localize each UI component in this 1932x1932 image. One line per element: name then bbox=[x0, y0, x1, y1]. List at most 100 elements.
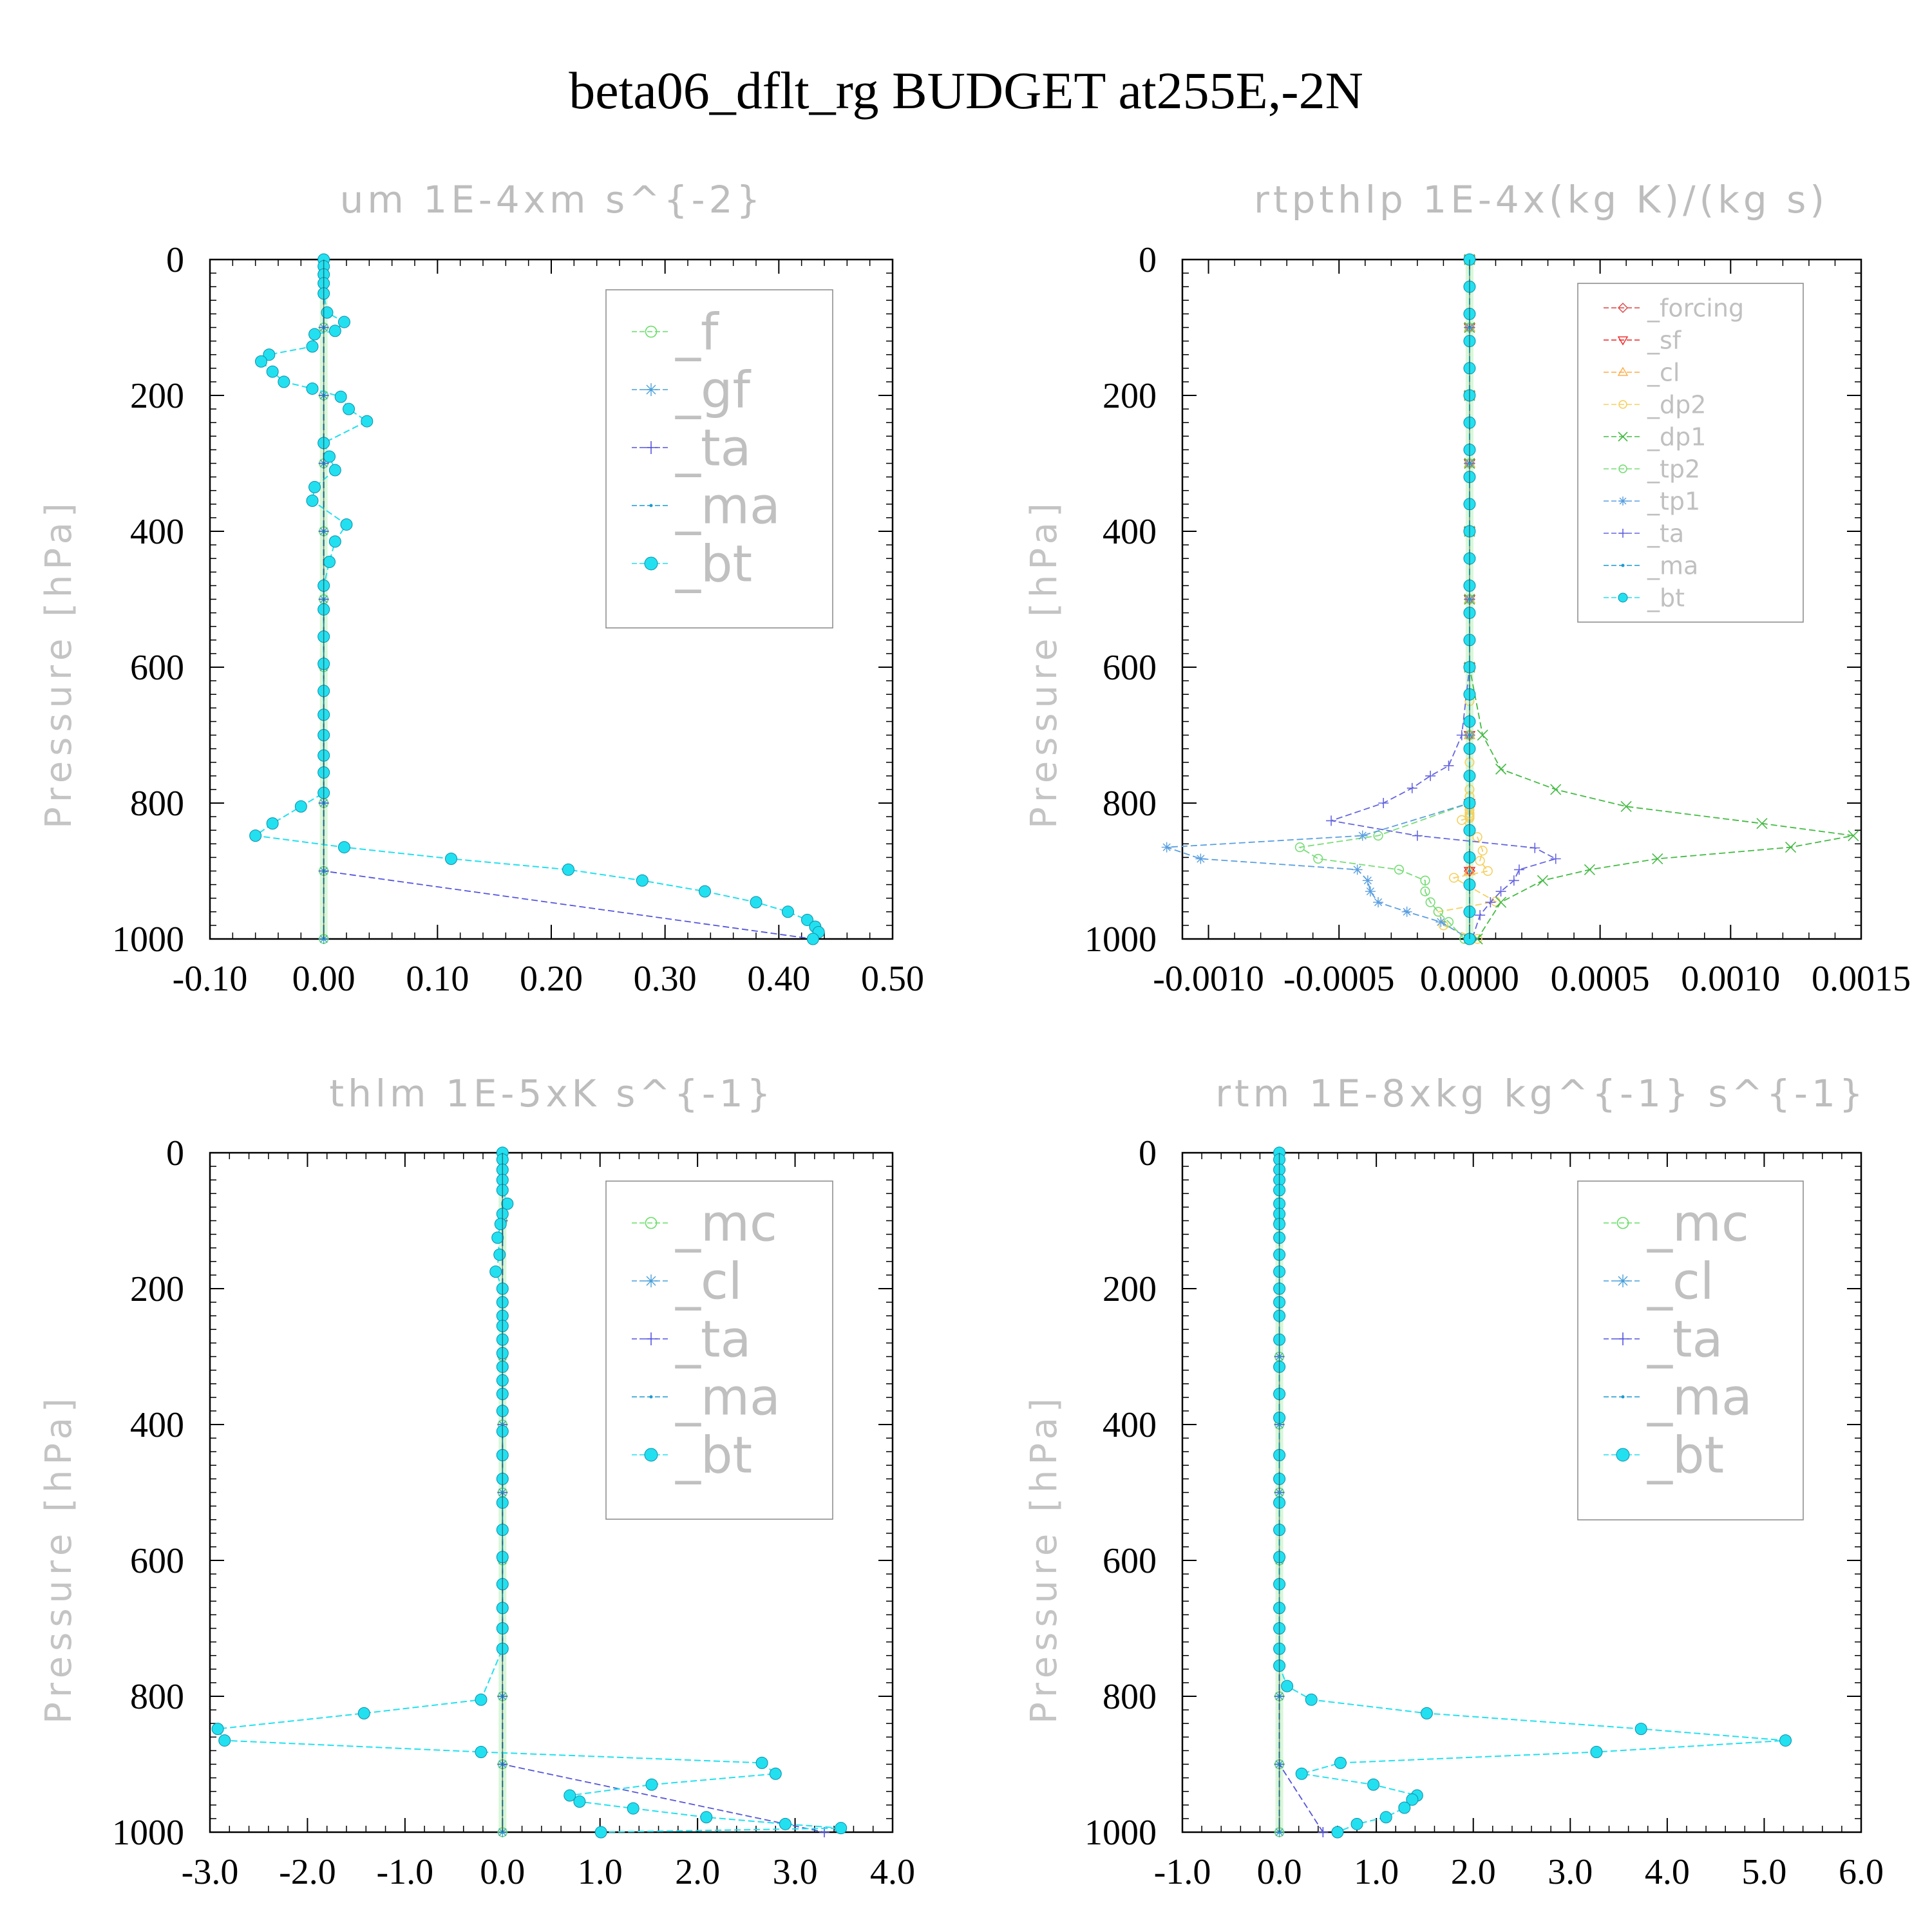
legend-label: _bt bbox=[1647, 1426, 1724, 1484]
data-point bbox=[1513, 864, 1524, 875]
legend-item-ma: _ma bbox=[1604, 551, 1698, 580]
legend-item-ma: _ma bbox=[1604, 1368, 1752, 1426]
data-point bbox=[1634, 1723, 1647, 1736]
data-point bbox=[278, 375, 290, 388]
data-point bbox=[1394, 864, 1405, 875]
legend-label: _f bbox=[675, 303, 719, 361]
data-point bbox=[1161, 842, 1172, 853]
x-tick-label: -2.0 bbox=[279, 1852, 336, 1892]
panel-title: um 1E-4xm s^{-2} bbox=[340, 178, 764, 222]
x-tick-label: 0.0 bbox=[480, 1852, 525, 1892]
data-point bbox=[1785, 842, 1797, 853]
x-tick-label: 0.50 bbox=[861, 959, 924, 999]
legend-marker bbox=[1616, 1274, 1629, 1287]
legend-item-forcing: _forcing bbox=[1604, 294, 1744, 322]
legend-item-f: _f bbox=[632, 303, 719, 361]
data-point bbox=[1550, 853, 1561, 864]
legend-marker bbox=[1618, 303, 1628, 313]
legend-label: _ma bbox=[675, 477, 781, 535]
plot-area-rtm: -1.0 0.0 1.0 2.0 3.0 4.0 5.0 6.0 0 200 400 600 800 10… bbox=[1084, 1133, 1884, 1892]
x-tick-label: 4.0 bbox=[1645, 1852, 1690, 1892]
y-tick-label: 1000 bbox=[1084, 920, 1157, 960]
data-point bbox=[334, 390, 347, 403]
legend-label: _tp2 bbox=[1647, 455, 1700, 483]
data-point bbox=[1420, 875, 1430, 886]
data-point bbox=[1485, 897, 1496, 908]
legend-item-cl: _cl bbox=[1604, 1253, 1714, 1311]
data-point bbox=[1508, 875, 1519, 886]
legend-item-ta: _ta bbox=[1604, 1311, 1723, 1368]
legend-label: _ma bbox=[675, 1368, 781, 1426]
data-point bbox=[306, 495, 319, 507]
data-point bbox=[323, 450, 336, 463]
legend-label: _forcing bbox=[1647, 294, 1744, 322]
x-tick-label: 5.0 bbox=[1741, 1852, 1786, 1892]
data-point bbox=[1378, 798, 1389, 808]
data-point bbox=[1313, 853, 1323, 864]
legend-marker bbox=[649, 504, 653, 507]
data-point bbox=[700, 1811, 713, 1824]
x-tick-label: 3.0 bbox=[1548, 1852, 1593, 1892]
x-tick-label: 6.0 bbox=[1839, 1852, 1884, 1892]
legend-label: _sf bbox=[1647, 326, 1682, 354]
y-axis-label: Pressure [hPa] bbox=[1023, 1393, 1065, 1724]
legend-marker bbox=[1617, 366, 1629, 376]
data-point bbox=[594, 1826, 607, 1839]
data-point bbox=[1475, 856, 1485, 866]
legend: _mc_cl_ta_ma_bt bbox=[1577, 1180, 1804, 1520]
data-point bbox=[1412, 830, 1423, 841]
legend-item-dp1: _dp1 bbox=[1604, 422, 1706, 451]
series-line bbox=[216, 1153, 841, 1833]
data-point bbox=[211, 1723, 224, 1736]
x-tick-label: 0.0 bbox=[1257, 1852, 1302, 1892]
legend-item-ma: _ma bbox=[632, 1368, 781, 1426]
data-point bbox=[266, 817, 279, 830]
x-tick-label: 0.10 bbox=[406, 959, 469, 999]
data-point bbox=[1362, 875, 1373, 886]
x-tick-label: 0.40 bbox=[747, 959, 810, 999]
legend-label: _ta bbox=[675, 419, 751, 477]
legend-marker bbox=[645, 1332, 658, 1345]
legend-marker bbox=[1618, 529, 1627, 538]
y-tick-label: 600 bbox=[1103, 648, 1157, 688]
legend-label: _ma bbox=[1647, 551, 1698, 580]
data-point bbox=[266, 365, 279, 378]
legend-item-ta: _ta bbox=[1604, 519, 1684, 547]
x-tick-label: -0.0005 bbox=[1283, 959, 1395, 999]
data-point bbox=[1420, 886, 1430, 896]
legend-item-bt: _bt bbox=[1604, 1426, 1724, 1484]
legend-box bbox=[1577, 1180, 1804, 1520]
legend-label: _dp2 bbox=[1647, 390, 1706, 419]
x-tick-label: 0.0015 bbox=[1812, 959, 1911, 999]
data-point bbox=[255, 355, 267, 368]
data-point bbox=[781, 905, 794, 918]
legend-label: _cl bbox=[1647, 1253, 1714, 1311]
data-point bbox=[1652, 853, 1663, 865]
data-point bbox=[1495, 763, 1507, 775]
data-point bbox=[1352, 864, 1363, 875]
y-tick-label: 200 bbox=[1103, 1269, 1157, 1309]
data-point bbox=[636, 874, 649, 887]
data-point bbox=[1475, 910, 1486, 921]
legend-item-tp1: _tp1 bbox=[1604, 487, 1700, 515]
data-point bbox=[1848, 830, 1859, 842]
data-point bbox=[1482, 866, 1493, 876]
data-point bbox=[1331, 1826, 1344, 1839]
x-tick-label: -1.0 bbox=[1154, 1852, 1211, 1892]
legend: _mc_cl_ta_ma_bt bbox=[605, 1180, 833, 1520]
panel-rtpthlp: rtpthlp 1E-4x(kg K)/(kg s) Pressure [hPa… bbox=[1023, 178, 1911, 999]
data-point bbox=[1406, 782, 1417, 793]
data-point bbox=[489, 1265, 502, 1278]
x-tick-label: 0.0005 bbox=[1551, 959, 1650, 999]
y-tick-label: 1000 bbox=[112, 1813, 184, 1853]
data-point bbox=[1379, 1811, 1392, 1824]
y-tick-label: 800 bbox=[1103, 1677, 1157, 1717]
legend-marker bbox=[1616, 1332, 1629, 1345]
data-point bbox=[1456, 730, 1467, 741]
data-point bbox=[475, 1693, 488, 1706]
y-axis-label: Pressure [hPa] bbox=[38, 498, 80, 829]
data-point bbox=[1365, 886, 1376, 897]
data-point bbox=[501, 1197, 514, 1210]
data-point bbox=[218, 1734, 231, 1747]
